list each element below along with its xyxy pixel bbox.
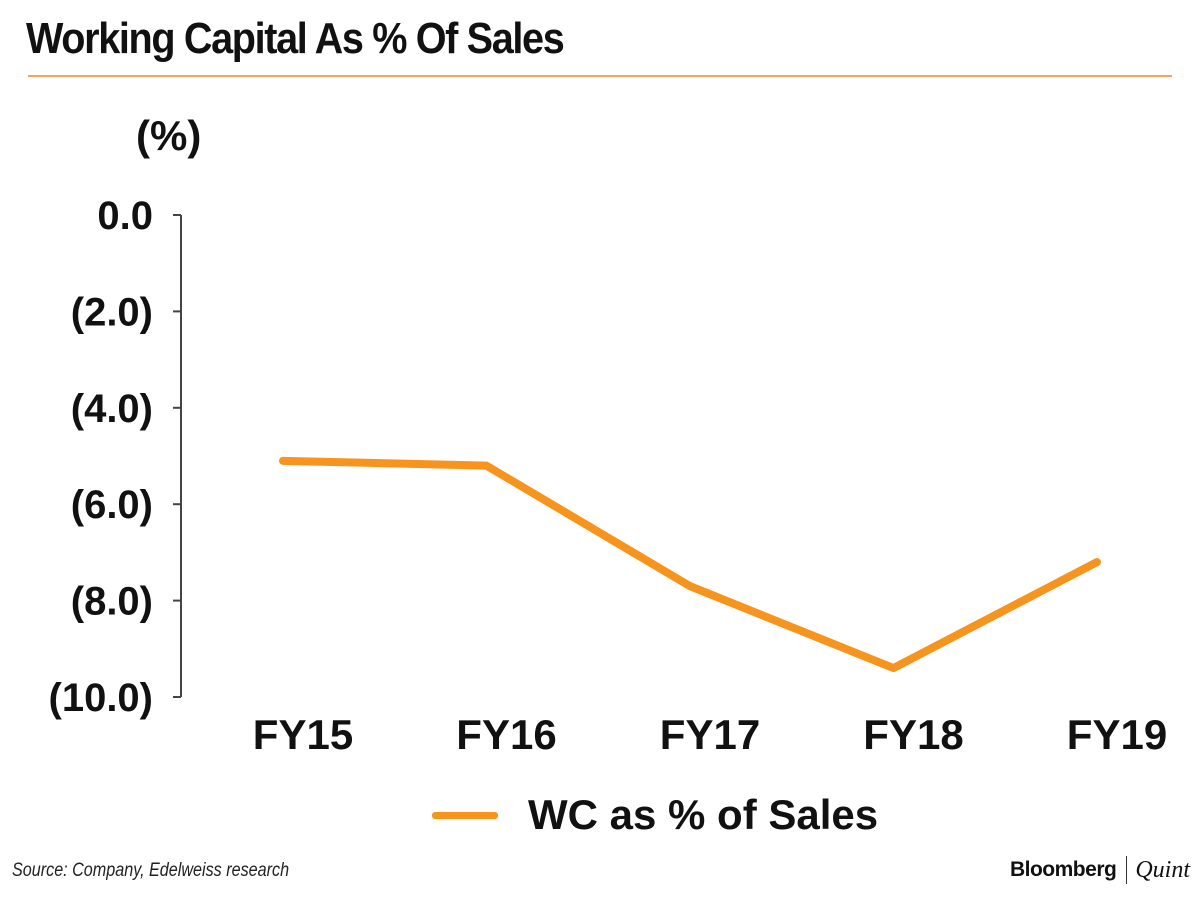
- chart-title: Working Capital As % Of Sales: [26, 14, 565, 63]
- series-line: [279, 456, 1101, 673]
- brand-bloomberg: Bloomberg: [1009, 858, 1117, 881]
- brand-logo: Bloomberg Quint: [1010, 856, 1190, 884]
- brand-divider: [1126, 856, 1128, 884]
- y-tick-label: (10.0): [49, 676, 154, 720]
- brand-quint: Quint: [1135, 856, 1190, 883]
- source-note: Source: Company, Edelweiss research: [12, 860, 290, 881]
- legend-swatch: [432, 811, 498, 819]
- y-axis-unit-label: (%): [136, 112, 202, 159]
- y-tick-label: (8.0): [71, 580, 153, 624]
- x-tick-label: FY15: [253, 711, 353, 758]
- x-tick-label: FY17: [660, 711, 760, 758]
- x-tick-label: FY18: [863, 711, 963, 758]
- title-divider: [28, 75, 1172, 77]
- y-tick-label: (6.0): [71, 483, 153, 527]
- x-tick-label: FY16: [456, 711, 556, 758]
- y-tick-label: 0.0: [97, 194, 153, 238]
- y-tick-label: (4.0): [71, 387, 153, 431]
- legend: WC as % of Sales: [432, 790, 878, 840]
- x-tick-label: FY19: [1067, 711, 1167, 758]
- legend-label: WC as % of Sales: [528, 791, 879, 838]
- y-tick-label: (2.0): [71, 290, 153, 334]
